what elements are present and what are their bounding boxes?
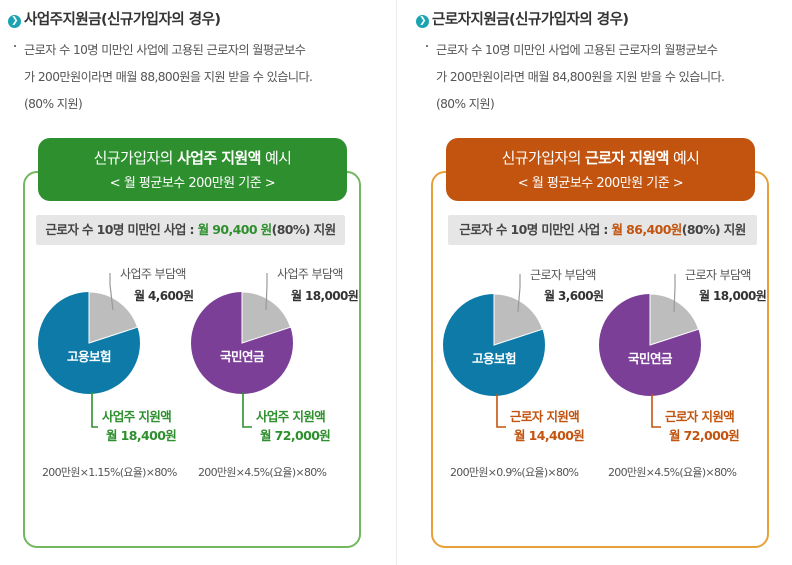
support-leader-line [91,392,98,428]
burden-amount: 월 18,000원 [291,288,358,303]
summary-text: 근로자 수 10명 미만인 사업 : [45,222,198,237]
pie-burden-slice [493,293,544,346]
burden-amount: 월 18,000원 [699,288,766,303]
burden-label: 근로자 부담액 [530,268,596,282]
banner-text-pre: 신규가입자의 [93,149,177,167]
pie-center-label: 국민연금 [628,351,673,366]
summary-text-post: (80%) 지원 [681,222,747,237]
burden-label: 사업주 부담액 [277,267,343,281]
support-label: 사업주 지원액 [102,409,171,424]
description-line: (80% 지원) [436,97,495,111]
rate-formula: 200만원×4.5%(요율)×80% [608,466,737,479]
description-line: 가 200만원이라면 매월 88,800원을 지원 받을 수 있습니다. [24,70,313,84]
burden-label: 사업주 부담액 [120,267,186,281]
chevron-right-icon: ❯ [8,15,21,28]
description-line: 가 200만원이라면 매월 84,800원을 지원 받을 수 있습니다. [436,70,725,84]
section-title-text: 근로자지원금(신규가입자의 경우) [432,12,629,28]
banner-text-bold: 근로자 지원액 [584,149,669,167]
chevron-right-icon: ❯ [416,15,429,28]
column-divider [396,0,397,565]
support-label: 근로자 지원액 [510,409,579,424]
banner-text-post: 예시 [668,149,700,167]
support-amount: 월 72,000원 [669,428,739,443]
support-amount: 월 18,400원 [106,428,176,443]
pie-center-label: 국민연금 [220,349,265,364]
rate-formula: 200만원×4.5%(요율)×80% [198,466,327,479]
summary-text-post: (80%) 지원 [271,222,337,237]
banner-subtitle: < 월 평균보수 200만원 기준 > [517,176,684,191]
description-line: (80% 지원) [24,97,83,111]
description-line: 근로자 수 10명 미만인 사업에 고용된 근로자의 월평균보수 [24,43,306,57]
support-amount: 월 72,000원 [260,428,330,443]
support-label: 사업주 지원액 [256,409,325,424]
support-leader-line [651,394,661,428]
description: 근로자 수 10명 미만인 사업에 고용된 근로자의 월평균보수 가 200만원… [436,37,792,118]
burden-amount: 월 4,600원 [134,288,193,303]
pie-burden-slice [241,291,292,344]
summary-amount: 월 86,400원 [611,222,683,237]
rate-formula: 200만원×0.9%(요율)×80% [450,466,579,479]
bullet-dot [426,45,428,47]
bullet-dot [14,45,16,47]
burden-leader-line [517,274,521,313]
section-title-text: 사업주지원금(신규가입자의 경우) [24,12,221,28]
pie-center-label: 고용보험 [472,351,516,366]
example-banner: 신규가입자의 사업주 지원액 예시 < 월 평균보수 200만원 기준 > [38,138,347,201]
banner-text-bold: 사업주 지원액 [176,149,261,167]
support-summary: 근로자 수 10명 미만인 사업 : 월 90,400 원(80%) 지원 [36,215,345,245]
rate-formula: 200만원×1.15%(요율)×80% [42,466,177,479]
support-amount: 월 14,400원 [514,428,584,443]
banner-text-post: 예시 [260,149,292,167]
burden-label: 근로자 부담액 [685,268,751,282]
burden-leader-line [673,274,676,313]
pie-center-label: 고용보험 [67,349,111,364]
summary-text: 근로자 수 10명 미만인 사업 : [459,222,612,237]
description-line: 근로자 수 10명 미만인 사업에 고용된 근로자의 월평균보수 [436,43,718,57]
section-title: ❯ 근로자지원금(신규가입자의 경우) [416,8,629,29]
section-title: ❯ 사업주지원금(신규가입자의 경우) [8,8,221,29]
support-leader-line [496,394,506,428]
support-summary: 근로자 수 10명 미만인 사업 : 월 86,400원(80%) 지원 [448,215,757,245]
support-label: 근로자 지원액 [665,409,734,424]
example-banner: 신규가입자의 근로자 지원액 예시 < 월 평균보수 200만원 기준 > [446,138,755,201]
description: 근로자 수 10명 미만인 사업에 고용된 근로자의 월평균보수 가 200만원… [24,37,389,118]
banner-subtitle: < 월 평균보수 200만원 기준 > [109,176,276,191]
burden-amount: 월 3,600원 [544,288,603,303]
burden-leader-line [109,273,114,311]
pie-burden-slice [88,291,139,344]
pie-burden-slice [649,293,700,346]
support-leader-line [242,392,252,428]
banner-text-pre: 신규가입자의 [501,149,585,167]
summary-amount: 월 90,400 원 [197,222,273,237]
burden-leader-line [265,273,268,311]
